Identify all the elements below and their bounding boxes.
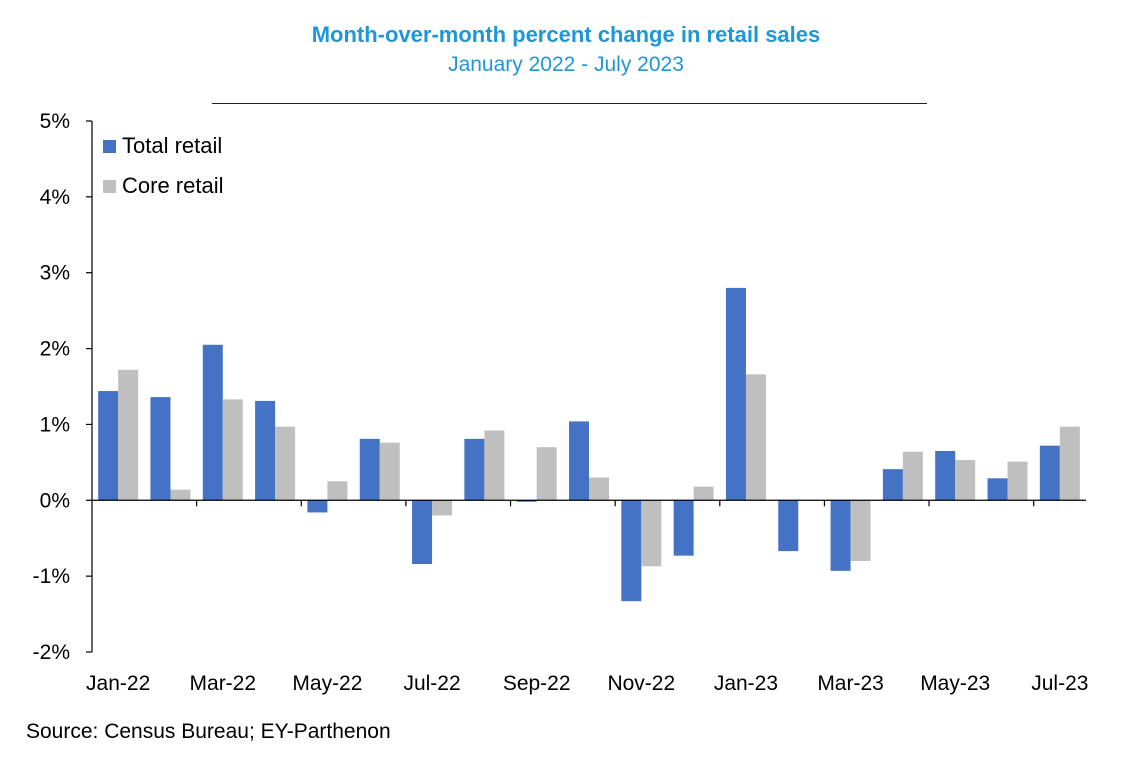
bar-total-retail-jul-22	[412, 500, 433, 565]
bar-core-retail-dec-22	[693, 486, 714, 501]
bar-core-retail-jan-22	[118, 369, 139, 501]
bar-core-retail-jan-23	[745, 374, 766, 501]
x-tick-label: Sep-22	[503, 672, 571, 695]
bar-core-retail-jul-23	[1059, 426, 1080, 501]
x-tick-label: May-23	[920, 672, 990, 695]
bar-core-retail-oct-22	[589, 477, 609, 501]
bar-total-retail-mar-23	[830, 500, 851, 571]
bar-core-retail-may-22	[327, 481, 348, 501]
x-tick-label: Mar-23	[817, 672, 884, 695]
bar-core-retail-jun-23	[1007, 461, 1028, 501]
y-tick-label: 0%	[40, 489, 70, 512]
bar-core-retail-apr-22	[275, 426, 296, 501]
y-tick-label: 5%	[40, 110, 70, 133]
bar-total-retail-oct-22	[569, 421, 589, 501]
y-tick-label: 4%	[40, 186, 70, 209]
bar-total-retail-nov-22	[621, 500, 642, 602]
bar-total-retail-may-22	[307, 500, 328, 513]
bar-core-retail-aug-22	[484, 430, 505, 501]
bar-core-retail-mar-23	[850, 500, 871, 561]
legend-item-total: Total retail	[103, 126, 223, 166]
bar-total-retail-sep-22	[516, 500, 537, 502]
x-tick-label: Mar-22	[190, 672, 257, 695]
bar-core-retail-jul-22	[432, 500, 453, 516]
x-tick-label: Jan-23	[714, 672, 778, 695]
bar-core-retail-mar-22	[222, 399, 243, 501]
source-note: Source: Census Bureau; EY-Parthenon	[26, 720, 391, 743]
bar-total-retail-feb-23	[778, 500, 799, 552]
legend-swatch-core	[103, 179, 116, 193]
bar-core-retail-feb-22	[170, 489, 191, 501]
legend-label-total: Total retail	[122, 133, 223, 158]
y-tick-label: 1%	[40, 413, 70, 436]
x-tick-label: Jul-22	[403, 672, 460, 695]
bar-total-retail-feb-22	[150, 397, 171, 501]
bar-total-retail-jun-22	[359, 438, 380, 501]
bar-total-retail-jul-23	[1039, 445, 1060, 501]
bar-total-retail-may-23	[935, 450, 956, 501]
chart-subtitle: January 2022 - July 2023	[448, 53, 684, 76]
y-tick-label: 2%	[40, 338, 70, 361]
y-tick-label: 3%	[40, 262, 70, 285]
bar-total-retail-apr-23	[882, 469, 903, 501]
bar-core-retail-may-23	[955, 460, 976, 501]
bar-total-retail-jun-23	[987, 478, 1008, 501]
bar-core-retail-apr-23	[902, 451, 923, 501]
title-divider	[212, 103, 927, 104]
bar-total-retail-mar-22	[202, 344, 223, 501]
y-tick-label: -2%	[33, 641, 70, 664]
bar-total-retail-apr-22	[255, 400, 276, 501]
bar-core-retail-nov-22	[641, 500, 662, 567]
bar-core-retail-jun-22	[379, 442, 400, 501]
x-tick-label: Jan-22	[86, 672, 150, 695]
x-tick-label: May-22	[292, 672, 362, 695]
chart-title: Month-over-month percent change in retai…	[311, 22, 821, 47]
x-tick-label: Jul-23	[1031, 672, 1088, 695]
bar-total-retail-aug-22	[464, 438, 485, 501]
legend-label-core: Core retail	[122, 173, 224, 198]
legend: Total retail Core retail	[103, 126, 223, 206]
bar-core-retail-sep-22	[536, 447, 557, 501]
bar-total-retail-jan-23	[725, 287, 746, 501]
x-tick-label: Nov-22	[607, 672, 675, 695]
legend-item-core: Core retail	[103, 166, 223, 206]
bar-total-retail-jan-22	[98, 391, 119, 501]
y-tick-label: -1%	[33, 565, 70, 588]
bar-total-retail-dec-22	[673, 500, 694, 556]
legend-swatch-total	[103, 139, 116, 153]
